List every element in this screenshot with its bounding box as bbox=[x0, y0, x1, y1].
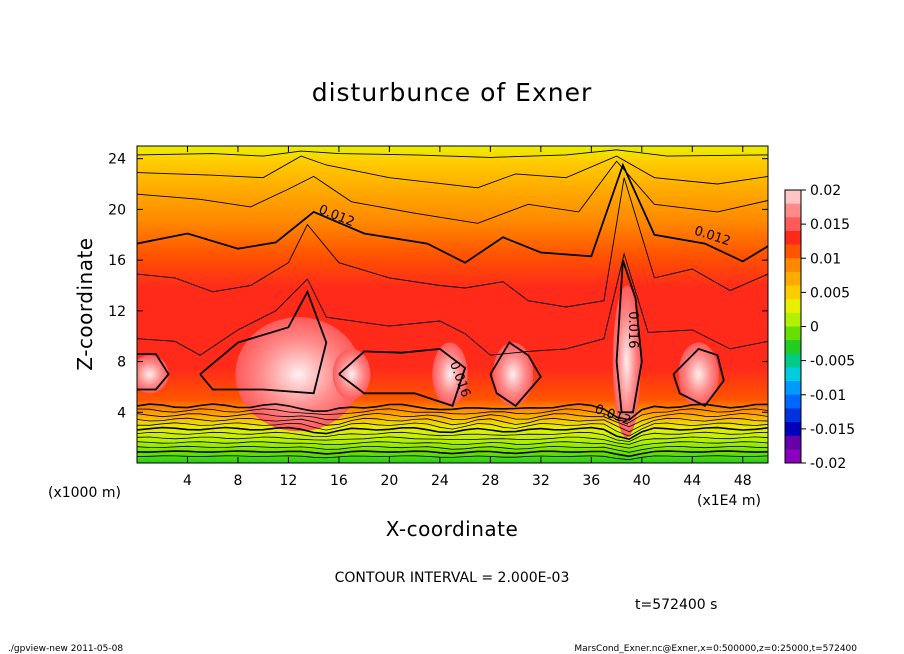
y-tick-label: 16 bbox=[108, 253, 126, 269]
contour-line-lower bbox=[137, 403, 768, 421]
field-background bbox=[137, 146, 768, 463]
colorbar-swatch bbox=[785, 435, 801, 450]
plot-frame bbox=[136, 145, 769, 464]
contour-lines bbox=[137, 149, 768, 461]
colorbar-swatch bbox=[785, 258, 801, 273]
x-tick-label: 40 bbox=[633, 473, 651, 489]
contour-line-lower bbox=[137, 441, 768, 449]
colorbar-labels: 0.02 0.015 0.01 0.005 0 -0.005 -0.01 -0.015 -0.0… bbox=[801, 183, 855, 472]
time-stamp: t=572400 s bbox=[635, 597, 717, 613]
x-tick-label: 24 bbox=[431, 473, 449, 489]
colorbar-swatch bbox=[785, 381, 801, 396]
x-tick-label: 36 bbox=[582, 473, 600, 489]
contour-line-lower bbox=[137, 436, 768, 445]
source-info: MarsCond_Exner.nc@Exner,x=0:500000,z=0:2… bbox=[574, 644, 857, 654]
colorbar-swatch bbox=[785, 203, 801, 218]
contour-line bbox=[137, 149, 768, 158]
field-core bbox=[332, 348, 371, 400]
colorbar-swatch bbox=[785, 422, 801, 437]
x-tick-label: 8 bbox=[233, 473, 242, 489]
colorbar-swatch bbox=[785, 353, 801, 368]
x-tick-label: 4 bbox=[183, 473, 192, 489]
colorbar-label: -0.005 bbox=[810, 354, 855, 370]
x-tick-label: 44 bbox=[683, 473, 701, 489]
contour-line bbox=[137, 252, 768, 356]
colorbar-label: 0.01 bbox=[810, 251, 841, 267]
y-axis-ticks: 4 8 12 16 20 24 bbox=[108, 152, 768, 421]
y-axis-label: Z-coordinate bbox=[73, 237, 97, 370]
colorbar-swatch bbox=[785, 230, 801, 246]
field-core bbox=[235, 317, 362, 432]
colorbar-swatch bbox=[785, 217, 801, 232]
x-axis-label: X-coordinate bbox=[386, 517, 519, 541]
field-cores bbox=[137, 285, 719, 438]
contour-line-lower bbox=[137, 412, 768, 428]
x-tick-label: 20 bbox=[380, 473, 398, 489]
x-unit-label: (x1000 m) bbox=[48, 485, 121, 501]
field-core bbox=[432, 342, 468, 406]
x-tick-label: 32 bbox=[532, 473, 550, 489]
contour-label: 0.016 bbox=[625, 311, 640, 348]
colorbar-swatch bbox=[785, 190, 801, 205]
colorbar-label: 0 bbox=[810, 320, 819, 336]
x-tick-label: 48 bbox=[734, 473, 752, 489]
contour-field bbox=[137, 146, 768, 463]
y-tick-label: 24 bbox=[108, 152, 126, 168]
colorbar-label: 0.005 bbox=[810, 285, 850, 301]
contour-line-lower bbox=[137, 417, 768, 433]
y-tick-label: 8 bbox=[117, 355, 126, 371]
contour-line-lower bbox=[137, 450, 768, 458]
contour-line-lower bbox=[137, 422, 768, 437]
colorbar-swatch bbox=[785, 367, 801, 382]
x-tick-label: 12 bbox=[280, 473, 298, 489]
x-tick-label: 28 bbox=[481, 473, 499, 489]
contour-line-lower bbox=[137, 408, 768, 423]
colorbar-label: 0.02 bbox=[810, 183, 841, 199]
colorbar-swatch bbox=[785, 244, 801, 259]
program-info: ./gpview-new 2011-05-08 bbox=[8, 644, 123, 654]
colorbar-swatch bbox=[785, 340, 801, 355]
y-tick-label: 12 bbox=[108, 304, 126, 320]
contour-line-016 bbox=[489, 341, 542, 408]
colorbar-label: 0.015 bbox=[810, 217, 850, 233]
contour-line-016 bbox=[338, 347, 467, 408]
contour-line-016 bbox=[199, 289, 328, 395]
field-core bbox=[492, 342, 534, 406]
colorbar-swatch bbox=[785, 299, 801, 314]
colorbar-swatch bbox=[785, 394, 801, 409]
contour-line-lower bbox=[137, 455, 768, 461]
contour-line-lower bbox=[137, 426, 768, 441]
x-tick-label: 16 bbox=[330, 473, 348, 489]
colorbar-label: -0.01 bbox=[810, 388, 846, 404]
y-tick-label: 20 bbox=[108, 202, 126, 218]
contour-line bbox=[137, 162, 768, 264]
contour-line-016 bbox=[615, 259, 643, 414]
contour-line bbox=[137, 155, 768, 189]
contour-line-lower bbox=[137, 445, 768, 453]
contour-line-lower bbox=[137, 431, 768, 443]
colorbar-swatch bbox=[785, 271, 801, 287]
chart-title: disturbunce of Exner bbox=[312, 78, 593, 107]
colorbar-label: -0.02 bbox=[810, 456, 846, 472]
x-axis-ticks: 4 8 12 16 20 24 28 32 36 40 44 48 bbox=[183, 146, 752, 489]
contour-line bbox=[137, 177, 768, 308]
colorbar bbox=[785, 190, 801, 464]
contour-line-016 bbox=[137, 353, 170, 391]
x-scale-label: (x1E4 m) bbox=[697, 493, 761, 509]
colorbar-label: -0.015 bbox=[810, 422, 855, 438]
colorbar-swatch bbox=[785, 408, 801, 423]
colorbar-swatch bbox=[785, 312, 801, 327]
colorbar-swatch bbox=[785, 285, 801, 300]
contour-interval: CONTOUR INTERVAL = 2.000E-03 bbox=[335, 570, 570, 586]
field-core bbox=[137, 355, 169, 394]
contour-line bbox=[137, 160, 768, 224]
colorbar-swatch bbox=[785, 449, 801, 464]
y-tick-label: 4 bbox=[117, 405, 126, 421]
colorbar-swatch bbox=[785, 326, 801, 341]
contour-line-016 bbox=[672, 347, 725, 408]
